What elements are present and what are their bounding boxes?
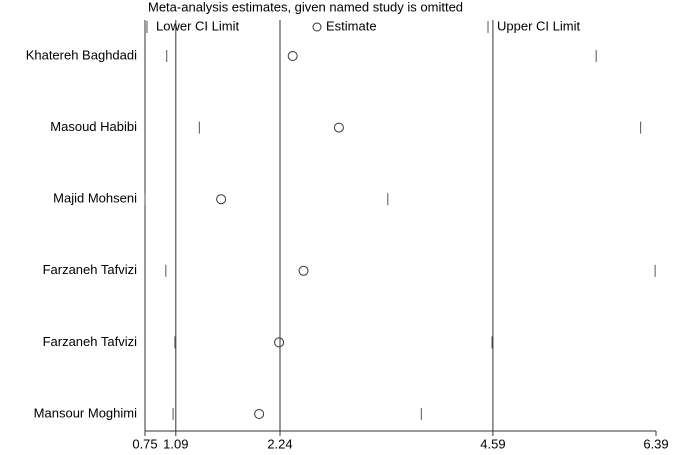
y-tick-label: Masoud Habibi [50, 119, 137, 134]
x-tick-label: 6.39 [643, 436, 668, 451]
y-tick-label: Mansour Moghimi [34, 405, 137, 420]
x-tick-label: 2.24 [267, 436, 292, 451]
y-tick-label: Majid Mohseni [53, 191, 137, 206]
chart-title: Meta-analysis estimates, given named stu… [148, 0, 463, 14]
legend-marker [312, 22, 322, 32]
estimate-marker [254, 409, 265, 419]
estimate-marker [298, 265, 309, 276]
legend-label: Lower CI Limit [156, 18, 239, 33]
estimate-marker [333, 122, 344, 133]
y-tick-label: Khatereh Baghdadi [26, 47, 137, 62]
y-tick-label: Farzaneh Tafvizi [43, 262, 138, 277]
legend-label: Upper CI Limit [497, 18, 580, 33]
x-tick-label: 4.59 [480, 436, 505, 451]
x-tick-label: 0.75 [132, 436, 157, 451]
estimate-marker [287, 51, 298, 61]
estimate-marker [216, 194, 227, 205]
y-tick-label: Farzaneh Tafvizi [43, 334, 138, 349]
estimate-marker [274, 337, 285, 348]
legend-label: Estimate [326, 18, 377, 33]
x-tick-label: 1.09 [163, 436, 188, 451]
